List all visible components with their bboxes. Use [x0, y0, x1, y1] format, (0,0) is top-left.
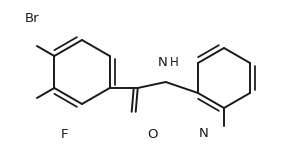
Text: O: O: [147, 128, 157, 141]
Text: H: H: [170, 55, 178, 69]
Text: F: F: [61, 128, 69, 141]
Text: N: N: [157, 55, 167, 69]
Text: N: N: [199, 127, 209, 140]
Text: Br: Br: [25, 12, 40, 24]
